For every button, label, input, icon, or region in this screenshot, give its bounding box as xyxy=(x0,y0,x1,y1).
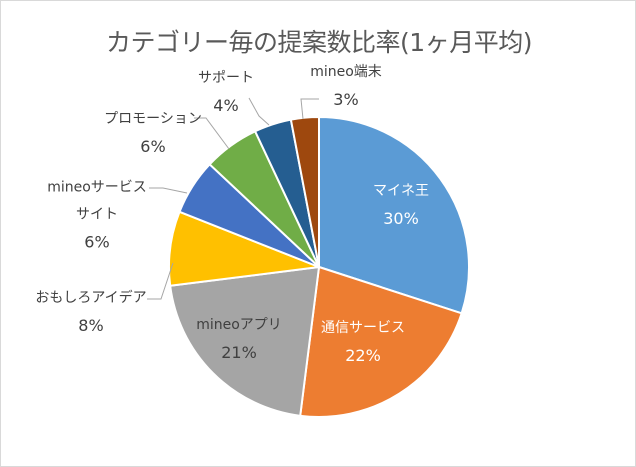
leader-line xyxy=(248,97,270,126)
leader-line xyxy=(300,98,319,120)
leader-line xyxy=(149,187,188,194)
data-label: mineoアプリ 21% xyxy=(196,312,282,366)
leader-line xyxy=(147,262,174,300)
data-label: マイネ王 30% xyxy=(373,178,429,232)
slice-percent: 6% xyxy=(84,232,110,252)
slice-percent: 4% xyxy=(213,96,239,115)
slice-label: おもしろアイデア xyxy=(35,290,147,306)
slice-percent: 3% xyxy=(333,90,359,109)
slice-percent: 8% xyxy=(78,316,104,335)
pie-slice xyxy=(169,265,321,417)
slice-label: サポート xyxy=(198,70,254,86)
slice-percent: 30% xyxy=(383,209,419,228)
slice-percent: 22% xyxy=(345,346,381,365)
chart-title: カテゴリー毎の提案数比率(1ヶ月平均) xyxy=(106,28,532,57)
slice-label: mineoサービスサイト xyxy=(47,179,147,223)
data-label: 通信サービス 22% xyxy=(321,315,405,369)
data-label: mineoサービスサイト 6% xyxy=(42,175,152,256)
leader-line xyxy=(194,117,230,150)
data-label: サポート 4% xyxy=(176,65,276,119)
pie-slice xyxy=(299,265,463,418)
pie-slice xyxy=(318,115,470,315)
data-label: おもしろアイデア 8% xyxy=(21,285,161,339)
slice-label: mineoアプリ xyxy=(196,317,282,333)
data-label: mineo端末 3% xyxy=(291,59,401,113)
slice-label: 通信サービス xyxy=(321,320,405,336)
slice-percent: 21% xyxy=(221,343,257,362)
slice-percent: 6% xyxy=(140,137,166,156)
data-label: プロモーション 6% xyxy=(83,106,223,160)
slice-label: プロモーション xyxy=(104,111,202,127)
slice-label: mineo端末 xyxy=(310,64,382,80)
slice-label: マイネ王 xyxy=(373,183,429,199)
pie-slice xyxy=(289,115,320,268)
